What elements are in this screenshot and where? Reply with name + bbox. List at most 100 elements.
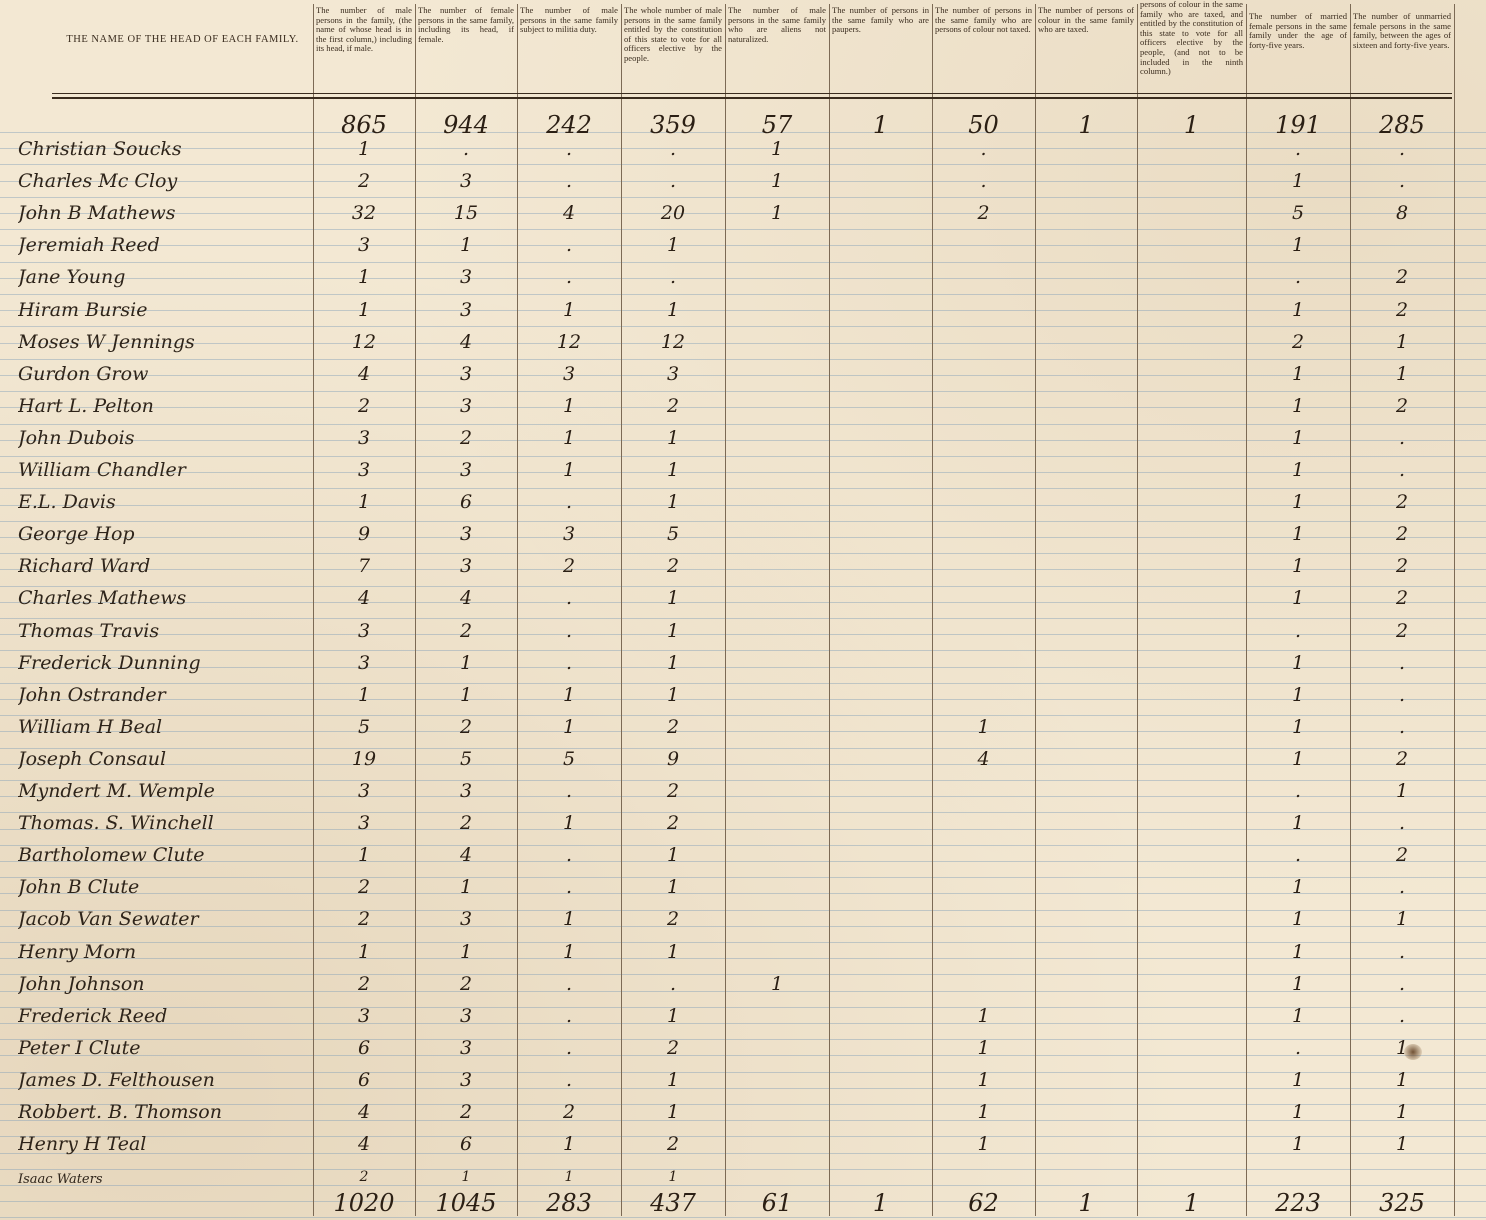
count-cell-col-3: 1 [562,683,576,706]
count-cell-col-10: 1 [1291,523,1305,546]
ruled-line [0,1136,1486,1137]
ruled-line [0,343,1486,344]
count-cell-col-11: 2 [1395,619,1409,642]
count-cell-col-1: 2 [357,170,371,193]
carried-total-2: 944 [443,111,489,139]
count-cell-col-1: 4 [357,587,371,610]
ruled-line [0,650,1486,651]
count-cell-col-4: . [669,170,677,193]
count-cell-col-2: 4 [459,330,473,353]
count-cell-col-11: 2 [1395,587,1409,610]
column-header-1: The number of male persons in the family… [316,6,412,54]
count-cell-col-4: 20 [660,202,686,225]
count-cell-col-11: . [1398,138,1406,160]
count-cell-col-10: 5 [1291,202,1305,225]
count-cell-col-11: 2 [1395,491,1409,514]
ruled-line [0,1088,1486,1089]
ruled-line [0,569,1486,570]
ruled-line [0,683,1486,684]
head-of-family-name: Jane Young [18,266,126,289]
ruled-line [0,181,1486,182]
count-cell-col-3: . [565,876,573,899]
count-cell-col-2: 15 [453,202,479,225]
column-header-3: The number of male persons in the same f… [520,6,618,35]
count-cell-col-3: . [565,1068,573,1091]
count-cell-col-3: 1 [562,298,576,321]
ruled-line [0,845,1486,846]
header-rule-thick [52,97,1452,99]
column-divider [1350,4,1351,1216]
count-cell-col-10: . [1294,844,1302,867]
head-of-family-name: Hart L. Pelton [18,394,154,417]
count-cell-col-1: 2 [357,394,371,417]
column-header-2: The number of female persons in the same… [418,6,514,44]
head-of-family-name: George Hop [18,523,135,546]
ruled-line [0,521,1486,522]
count-cell-col-4: 1 [666,587,680,610]
count-cell-col-1: 2 [357,876,371,899]
count-cell-col-7: 1 [977,1068,990,1091]
ruled-line [0,893,1486,894]
count-cell-col-2: 5 [459,747,473,770]
ruled-line [0,553,1486,554]
count-cell-col-10: 1 [1291,972,1305,995]
count-cell-col-4: 1 [666,940,680,963]
column-divider [1454,4,1455,1216]
count-cell-col-1: 5 [357,715,371,738]
carried-total-1: 865 [341,111,387,139]
count-cell-col-7: 2 [977,202,990,225]
head-of-family-name: Thomas. S. Winchell [18,812,214,835]
column-header-10: The number of married female persons in … [1249,12,1347,50]
count-cell-col-3: 1 [564,1169,574,1185]
carried-total-11: 285 [1379,111,1425,139]
count-cell-col-11: 2 [1395,555,1409,578]
ruled-line [0,1104,1486,1105]
count-cell-col-11: 2 [1395,298,1409,321]
count-cell-col-2: 3 [459,555,473,578]
count-cell-col-3: 3 [562,523,576,546]
count-cell-col-10: 2 [1291,330,1305,353]
count-cell-col-1: 1 [357,138,371,160]
count-cell-col-2: 2 [459,715,473,738]
ruled-line [0,407,1486,408]
count-cell-col-2: 6 [459,491,473,514]
column-divider [517,4,518,1216]
ruled-line [0,326,1486,327]
count-cell-col-4: 1 [666,426,680,449]
count-cell-col-3: 1 [562,715,576,738]
count-cell-col-2: 2 [459,619,473,642]
count-cell-col-3: . [565,1036,573,1059]
head-of-family-name: Hiram Bursie [18,298,148,321]
grand-total-2: 1045 [435,1189,497,1217]
ruled-line [0,812,1486,813]
column-header-4: The whole number of male persons in the … [624,6,722,63]
count-cell-col-1: 3 [357,780,371,802]
head-of-family-name: Bartholomew Clute [18,844,205,867]
head-of-family-name: Peter I Clute [18,1036,141,1059]
ruled-line [0,132,1486,133]
count-cell-col-2: 3 [459,298,473,321]
carried-total-4: 359 [650,111,696,139]
count-cell-col-11: 2 [1395,523,1409,546]
ruled-line [0,877,1486,878]
count-cell-col-4: 2 [666,1133,680,1156]
ruled-line [0,974,1486,975]
count-cell-col-4: 1 [666,619,680,642]
count-cell-col-4: 2 [666,715,680,738]
count-cell-col-11: 1 [1395,330,1409,353]
ruled-line [0,731,1486,732]
count-cell-col-10: . [1294,1036,1302,1059]
head-of-family-name: Joseph Consaul [18,747,167,770]
ruled-line [0,213,1486,214]
count-cell-col-1: 32 [351,202,377,225]
count-cell-col-10: 1 [1291,683,1305,706]
ruled-line [0,602,1486,603]
ruled-line [0,634,1486,635]
count-cell-col-11: 1 [1395,1101,1409,1123]
ruled-line [0,1153,1486,1154]
count-cell-col-4: 1 [666,1101,680,1123]
count-cell-col-3: 3 [562,362,576,385]
count-cell-col-1: 1 [357,266,371,289]
ruled-line [0,1039,1486,1040]
